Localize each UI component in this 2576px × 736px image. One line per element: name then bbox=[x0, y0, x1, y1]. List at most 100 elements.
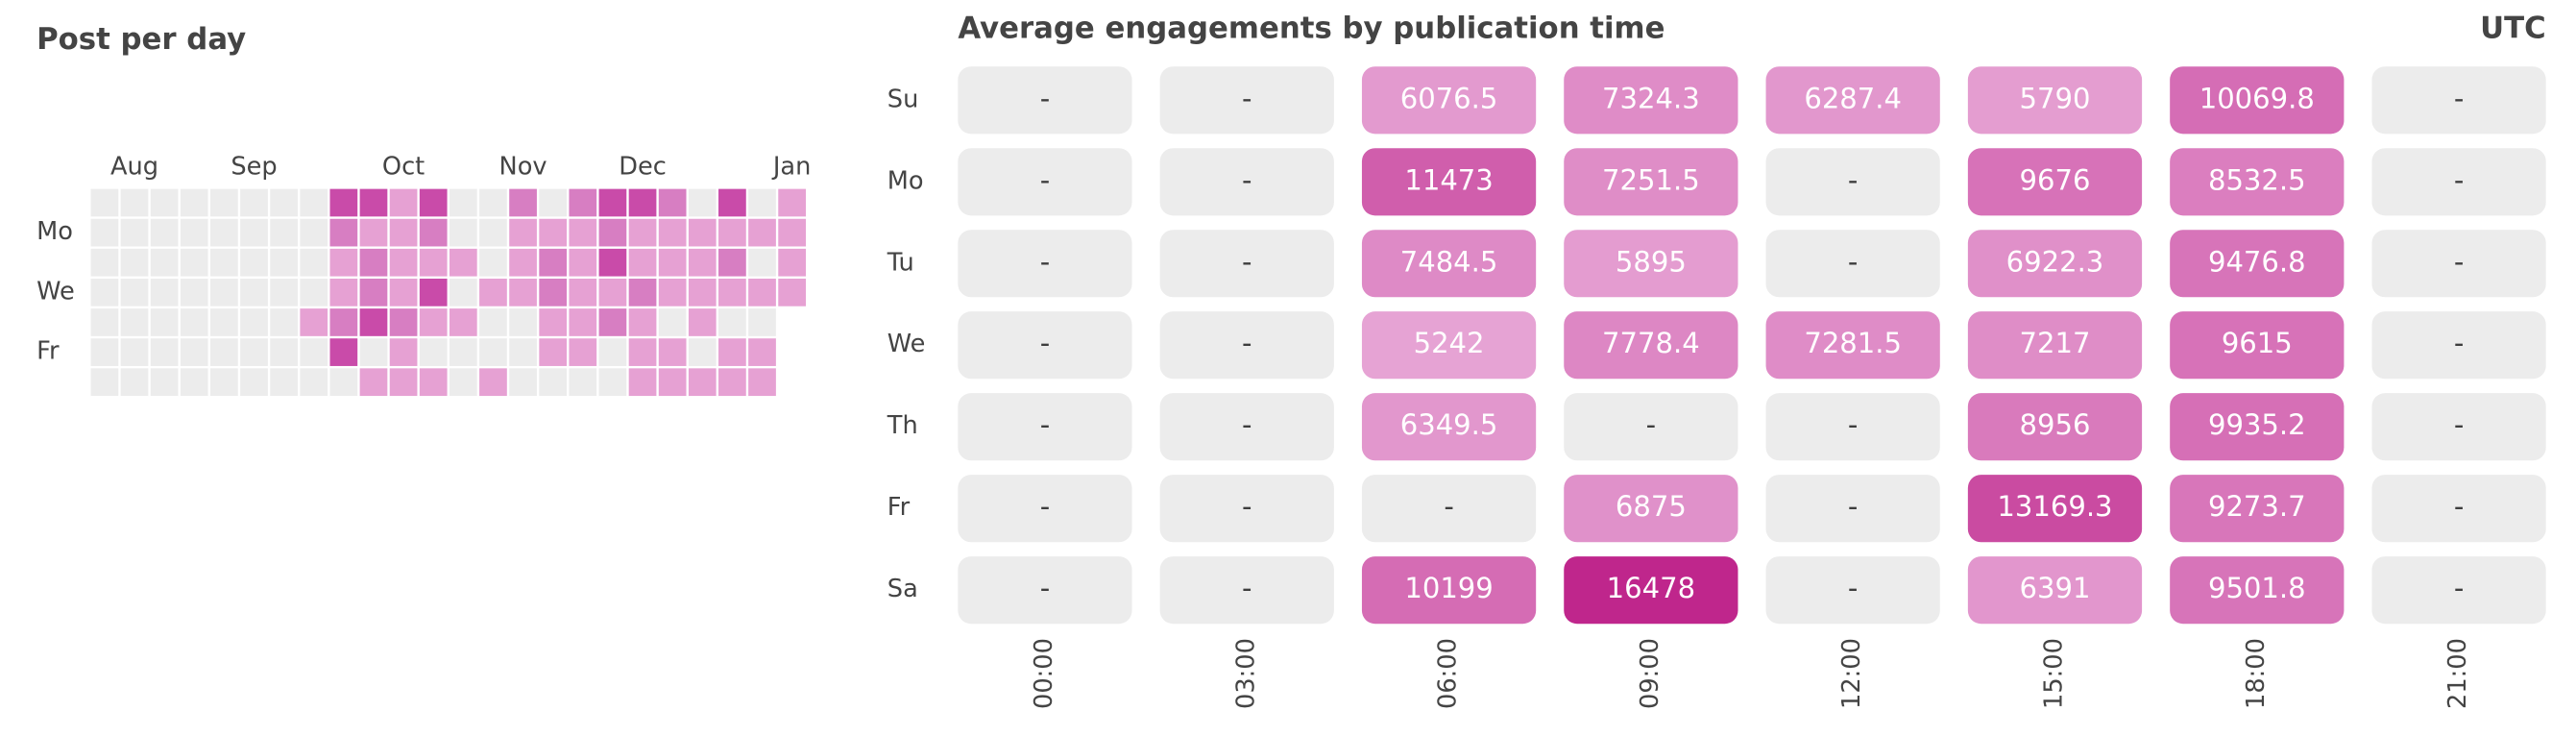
missing-label: - bbox=[1040, 408, 1050, 441]
empty-cell bbox=[2371, 475, 2546, 543]
day-cell bbox=[449, 188, 477, 217]
day-cell bbox=[300, 338, 328, 366]
day-cell bbox=[688, 338, 717, 366]
empty-cell bbox=[958, 393, 1132, 461]
day-cell bbox=[658, 188, 687, 217]
empty-cell bbox=[2371, 148, 2546, 216]
day-cell bbox=[658, 278, 687, 307]
missing-label: - bbox=[2454, 408, 2464, 441]
empty-cell bbox=[2371, 393, 2546, 461]
day-cell bbox=[688, 188, 717, 217]
day-cell bbox=[569, 188, 597, 217]
row-label: Sa bbox=[887, 575, 918, 603]
cell-value: 6391 bbox=[2020, 572, 2091, 604]
day-cell bbox=[270, 308, 298, 336]
missing-label: - bbox=[1848, 490, 1858, 523]
day-cell bbox=[509, 278, 537, 307]
empty-cell bbox=[1765, 148, 1940, 216]
day-cell bbox=[598, 338, 627, 366]
day-cell bbox=[658, 308, 687, 336]
missing-label: - bbox=[2454, 82, 2464, 114]
day-cell bbox=[150, 278, 179, 307]
day-cell bbox=[658, 248, 687, 277]
day-cell bbox=[479, 188, 507, 217]
day-cell bbox=[180, 338, 208, 366]
day-cell bbox=[210, 218, 238, 247]
missing-label: - bbox=[1242, 163, 1252, 196]
empty-cell bbox=[958, 311, 1132, 380]
missing-label: - bbox=[2454, 490, 2464, 523]
row-label: Mo bbox=[887, 166, 924, 195]
day-cell bbox=[150, 248, 179, 277]
cell-value: 7251.5 bbox=[1602, 163, 1700, 196]
cell-value: 9501.8 bbox=[2208, 572, 2306, 604]
row-label: We bbox=[887, 330, 926, 358]
day-cell bbox=[748, 248, 776, 277]
missing-label: - bbox=[1040, 327, 1050, 359]
day-cell bbox=[419, 248, 448, 277]
day-cell bbox=[748, 368, 776, 397]
day-cell bbox=[539, 308, 568, 336]
day-cell bbox=[329, 338, 358, 366]
row-label: Th bbox=[887, 411, 918, 440]
cell-value: 6287.4 bbox=[1804, 82, 1902, 114]
day-cell bbox=[359, 248, 388, 277]
column-label: 12:00 bbox=[1837, 638, 1866, 709]
cell-value: 7778.4 bbox=[1602, 327, 1700, 359]
empty-cell bbox=[1159, 393, 1334, 461]
day-cell bbox=[539, 278, 568, 307]
day-cell bbox=[120, 308, 149, 336]
missing-label: - bbox=[1646, 408, 1656, 441]
day-cell bbox=[658, 338, 687, 366]
row-label: Su bbox=[887, 85, 919, 113]
missing-label: - bbox=[1848, 572, 1858, 604]
day-cell bbox=[240, 248, 268, 277]
heat-cell bbox=[1361, 148, 1537, 216]
missing-label: - bbox=[1040, 82, 1050, 114]
day-cell bbox=[359, 188, 388, 217]
weekday-label: Fr bbox=[36, 337, 60, 366]
heat-cell bbox=[2170, 230, 2345, 298]
day-cell bbox=[628, 248, 657, 277]
empty-cell bbox=[2371, 230, 2546, 298]
day-cell bbox=[90, 188, 119, 217]
day-cell bbox=[120, 278, 149, 307]
day-cell bbox=[539, 248, 568, 277]
day-cell bbox=[210, 248, 238, 277]
day-cell bbox=[449, 248, 477, 277]
day-cell bbox=[419, 368, 448, 397]
heat-cell bbox=[2170, 311, 2345, 380]
day-cell bbox=[688, 218, 717, 247]
day-cell bbox=[270, 278, 298, 307]
heat-cell bbox=[1967, 148, 2143, 216]
day-cell bbox=[90, 248, 119, 277]
day-cell bbox=[120, 188, 149, 217]
day-cell bbox=[389, 338, 418, 366]
day-cell bbox=[598, 368, 627, 397]
missing-label: - bbox=[2454, 163, 2464, 196]
empty-cell bbox=[1765, 556, 1940, 625]
empty-cell bbox=[1765, 475, 1940, 543]
day-cell bbox=[150, 218, 179, 247]
column-label: 00:00 bbox=[1030, 638, 1058, 709]
day-cell bbox=[628, 338, 657, 366]
day-cell bbox=[718, 368, 746, 397]
empty-cell bbox=[1159, 148, 1334, 216]
empty-cell bbox=[2371, 66, 2546, 135]
empty-cell bbox=[1361, 475, 1537, 543]
empty-cell bbox=[958, 230, 1132, 298]
day-cell bbox=[509, 188, 537, 217]
day-cell bbox=[748, 308, 776, 336]
day-cell bbox=[359, 278, 388, 307]
day-cell bbox=[90, 278, 119, 307]
empty-cell bbox=[1765, 393, 1940, 461]
cell-value: 10069.8 bbox=[2199, 82, 2315, 114]
cell-value: 9273.7 bbox=[2208, 490, 2306, 523]
day-cell bbox=[598, 278, 627, 307]
day-cell bbox=[240, 308, 268, 336]
missing-label: - bbox=[1242, 245, 1252, 278]
day-cell bbox=[718, 278, 746, 307]
day-cell bbox=[329, 188, 358, 217]
heat-cell bbox=[1361, 393, 1537, 461]
heat-cell bbox=[1361, 230, 1537, 298]
